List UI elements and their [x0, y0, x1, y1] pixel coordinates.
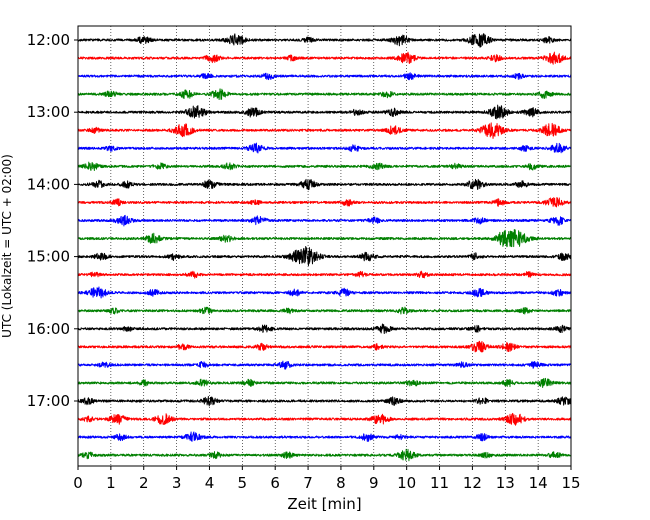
seismic-trace: [77, 229, 572, 248]
seismic-trace: [77, 161, 572, 171]
x-tick-label: 5: [238, 474, 248, 492]
x-tick-label: 9: [369, 474, 379, 492]
x-tick-label: 4: [205, 474, 215, 492]
x-tick-label: 14: [529, 474, 548, 492]
x-tick-label: 7: [303, 474, 313, 492]
y-tick-label: 17:00: [27, 392, 70, 410]
seismic-trace: [77, 377, 572, 388]
x-tick-label: 12: [463, 474, 482, 492]
x-tick-label: 8: [336, 474, 346, 492]
y-tick-label: 15:00: [27, 248, 70, 266]
y-tick-label: 16:00: [27, 320, 70, 338]
seismic-traces: [77, 33, 572, 462]
seismic-trace: [77, 412, 572, 426]
plot-background: [78, 26, 571, 466]
seismic-trace: [77, 178, 572, 191]
seismic-trace: [77, 197, 572, 208]
x-axis-ticks: 0 1 2 3 4 5 6 7 8 9 10 11 12 13 14 15: [73, 466, 581, 492]
x-tick-label: 2: [139, 474, 149, 492]
seismic-trace: [77, 246, 572, 267]
y-tick-label: 12:00: [27, 31, 70, 49]
x-tick-label: 3: [172, 474, 182, 492]
x-axis-label: Zeit [min]: [287, 495, 361, 513]
seismic-trace: [77, 396, 572, 407]
seismic-trace: [77, 214, 572, 227]
y-tick-label: 14:00: [27, 175, 70, 193]
seismic-trace: [77, 431, 572, 442]
y-axis-ticks: 12:00 13:00 14:00 15:00 16:00 17:00: [27, 31, 78, 410]
seismic-trace: [77, 323, 572, 335]
x-tick-label: 13: [496, 474, 515, 492]
x-tick-label: 0: [73, 474, 83, 492]
seismic-trace: [77, 51, 572, 65]
y-tick-label: 13:00: [27, 103, 70, 121]
seismic-trace: [77, 122, 572, 139]
seismic-trace: [77, 448, 572, 462]
x-tick-label: 1: [106, 474, 116, 492]
plot-frame: [77, 25, 572, 467]
seismic-trace: [77, 270, 572, 279]
seismic-trace: [77, 340, 572, 353]
seismic-trace: [77, 33, 572, 48]
seismic-trace: [77, 88, 572, 101]
x-tick-label: 6: [270, 474, 280, 492]
seismic-trace: [77, 104, 572, 120]
grid-lines: [110, 26, 539, 466]
x-tick-label: 15: [561, 474, 580, 492]
seismic-trace: [77, 360, 572, 370]
seismic-trace: [77, 72, 572, 81]
x-tick-label: 10: [397, 474, 416, 492]
seismic-trace: [77, 306, 572, 315]
seismic-trace: [77, 286, 572, 299]
seismic-trace: [77, 142, 572, 154]
x-tick-label: 11: [430, 474, 449, 492]
y-axis-label: UTC (Lokalzeit = UTC + 02:00): [0, 154, 14, 338]
